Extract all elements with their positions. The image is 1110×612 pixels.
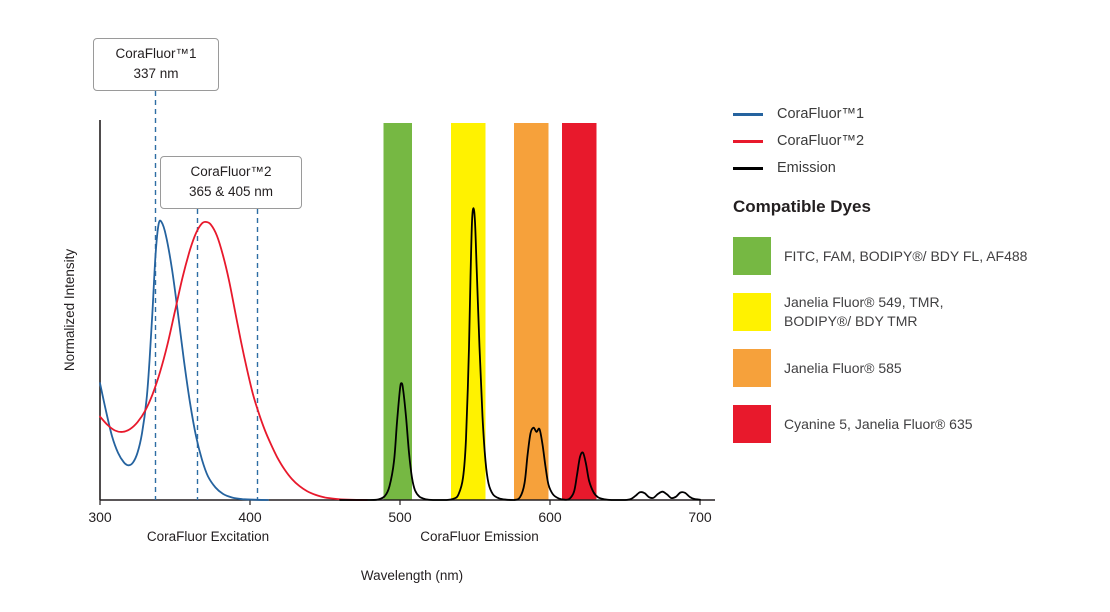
red-dye-swatch [733, 405, 771, 443]
legend-label-emission: Emission [777, 160, 836, 176]
x-tick-label: 300 [88, 509, 112, 525]
annotation-corafluor1-title: CoraFluor™1 [115, 46, 197, 61]
dye-item-green: FITC, FAM, BODIPY®/ BDY FL, AF488 [733, 237, 1098, 275]
filter-band-red [562, 123, 597, 500]
axis-sublabel-corafluor-excitation: CoraFluor Excitation [147, 529, 269, 544]
legend-panel: CoraFluor™1 CoraFluor™2 Emission Compati… [733, 106, 1098, 461]
series-emission [339, 207, 701, 501]
legend-item-corafluor1: CoraFluor™1 [733, 106, 1098, 122]
dye-label-green: FITC, FAM, BODIPY®/ BDY FL, AF488 [784, 247, 1028, 264]
series-corafluor-1 [99, 219, 269, 501]
filter-band-yellow [451, 123, 486, 500]
dye-item-red: Cyanine 5, Janelia Fluor® 635 [733, 405, 1098, 443]
annotation-corafluor1-value: 337 nm [133, 66, 179, 82]
spectra-chart: 300 400 500 600 700 CoraFluor Excitation CoraF… [62, 91, 715, 583]
green-dye-swatch [733, 237, 771, 275]
compatible-dyes-heading: Compatible Dyes [733, 197, 871, 216]
legend-item-emission: Emission [733, 160, 1098, 176]
dye-label-orange: Janelia Fluor® 585 [784, 359, 902, 376]
corafluor1-line-swatch [733, 112, 763, 116]
x-tick-label: 400 [238, 509, 262, 525]
corafluor2-line-swatch [733, 139, 763, 143]
x-axis-title: Wavelength (nm) [361, 568, 463, 583]
axis-sublabel-corafluor-emission: CoraFluor Emission [420, 529, 539, 544]
dye-label-yellow: Janelia Fluor® 549, TMR, BODIPY®/ BDY TM… [784, 294, 944, 329]
dye-item-yellow: Janelia Fluor® 549, TMR, BODIPY®/ BDY TM… [733, 293, 1098, 331]
legend-label-corafluor1: CoraFluor™1 [777, 106, 865, 122]
yellow-dye-swatch [733, 293, 771, 331]
x-tick-label: 600 [538, 509, 562, 525]
orange-dye-swatch [733, 349, 771, 387]
dye-label-red: Cyanine 5, Janelia Fluor® 635 [784, 415, 973, 432]
filter-band-orange [514, 123, 549, 500]
x-tick-label: 500 [388, 509, 412, 525]
annotation-corafluor2-title: CoraFluor™2 [190, 164, 272, 179]
annotation-corafluor2-value: 365 & 405 nm [188, 184, 274, 200]
emission-line-swatch [733, 166, 763, 170]
legend-label-corafluor2: CoraFluor™2 [777, 133, 865, 149]
y-axis-title: Normalized Intensity [62, 249, 77, 372]
annotation-corafluor2: CoraFluor™2 365 & 405 nm [160, 156, 302, 209]
legend-item-corafluor2: CoraFluor™2 [733, 133, 1098, 149]
dye-item-orange: Janelia Fluor® 585 [733, 349, 1098, 387]
series-corafluor-2 [99, 220, 368, 501]
annotation-corafluor1: CoraFluor™1 337 nm [93, 38, 219, 91]
x-tick-label: 700 [688, 509, 712, 525]
